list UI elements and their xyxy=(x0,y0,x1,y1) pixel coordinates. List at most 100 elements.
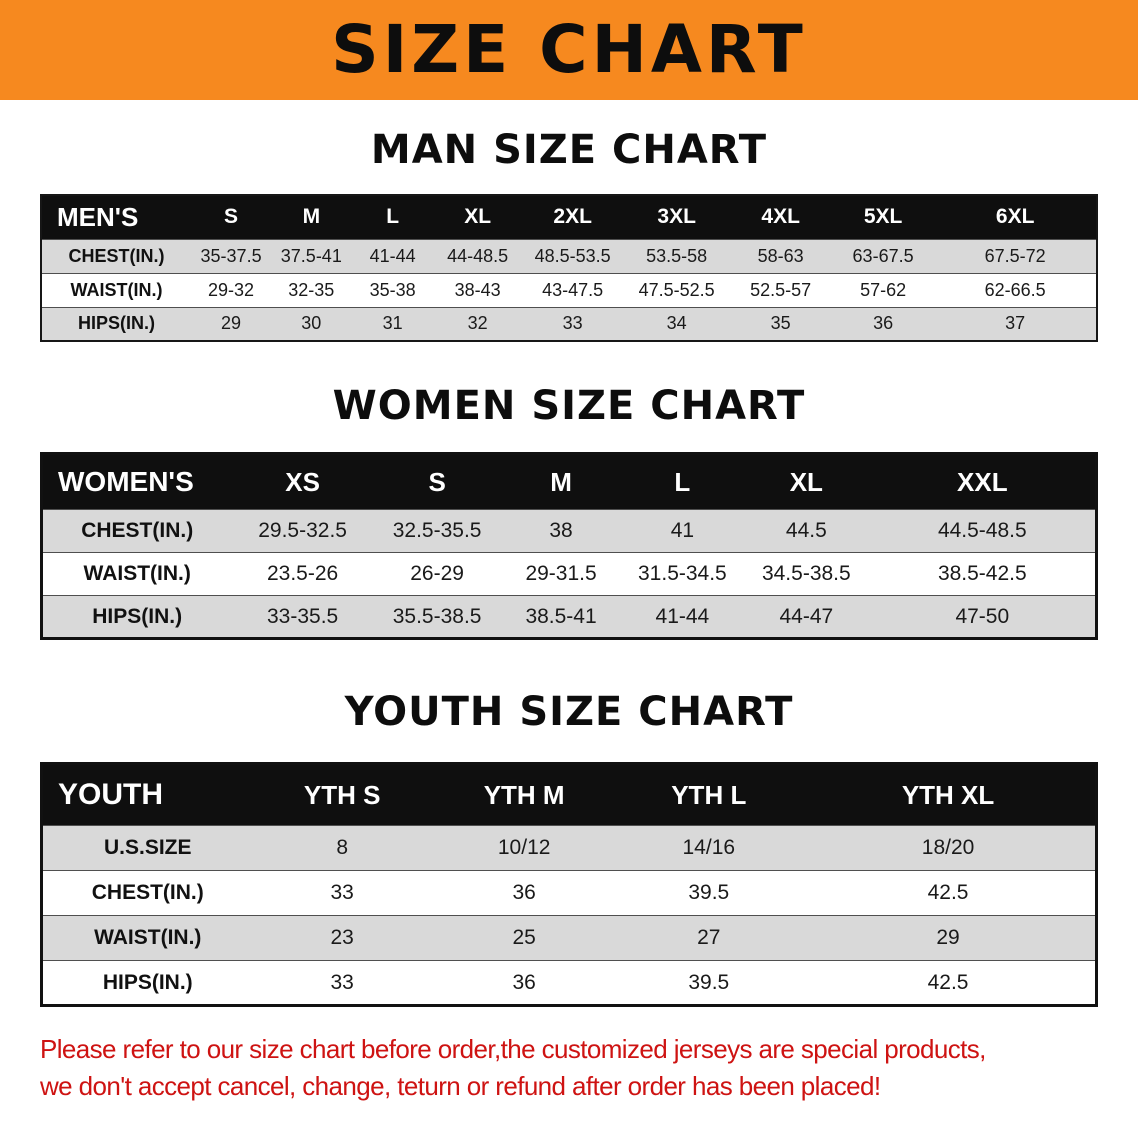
value-cell: 29 xyxy=(936,926,960,949)
women-size-table: WOMEN'S XS S M L XL XXL CHEST(IN.) 29.5-32.5 32.5… xyxy=(40,452,1098,640)
men-size-table: MEN'S S M L XL 2XL 3XL 4XL 5XL 6XL CHEST(IN.) 35-37… xyxy=(40,194,1098,342)
value-cell: 42.5 xyxy=(927,881,969,904)
value-cell: 33 xyxy=(562,313,583,334)
youth-size-table: YOUTH YTH S YTH M YTH L YTH XL U.S.SIZE 8 10/12… xyxy=(40,762,1098,1007)
value-cell: 41-44 xyxy=(369,245,416,266)
value-cell: 47.5-52.5 xyxy=(638,279,715,300)
value-cell: 29 xyxy=(221,313,242,334)
table-row: U.S.SIZE 8 10/12 14/16 18/20 xyxy=(41,825,1097,871)
row-label-cell: HIPS(IN.) xyxy=(92,604,183,628)
value-cell: 38.5-42.5 xyxy=(937,562,1027,585)
men-section-heading: MAN SIZE CHART xyxy=(370,127,768,173)
value-cell: 37 xyxy=(1005,313,1026,334)
table-header-row: WOMEN'S XS S M L XL XXL xyxy=(41,453,1097,510)
value-cell: 57-62 xyxy=(860,279,907,300)
value-cell: 25 xyxy=(512,926,536,949)
table-row: CHEST(IN.) 33 36 39.5 42.5 xyxy=(41,870,1097,916)
value-cell: 44-48.5 xyxy=(447,245,509,266)
table-row: WAIST(IN.) 23 25 27 29 xyxy=(41,915,1097,961)
size-header-cell: S xyxy=(190,195,272,239)
size-header-cell: YTH M xyxy=(431,763,617,826)
notice-line-1: Please refer to our size chart before or… xyxy=(40,1034,986,1064)
size-header-cell: 2XL xyxy=(521,195,624,239)
table-row: HIPS(IN.) 33-35.5 35.5-38.5 38.5-41 41-44 44-… xyxy=(41,595,1097,639)
size-header-cell: M xyxy=(500,453,622,510)
value-cell: 39.5 xyxy=(688,881,730,904)
row-label-cell: CHEST(IN.) xyxy=(68,245,165,266)
value-cell: 34.5-38.5 xyxy=(761,562,851,585)
value-cell: 41 xyxy=(670,519,695,542)
value-cell: 31 xyxy=(382,313,403,334)
value-cell: 32-35 xyxy=(288,279,335,300)
row-label-cell: WAIST(IN.) xyxy=(94,926,202,949)
size-header-cell: XL xyxy=(743,453,870,510)
size-header-cell: 5XL xyxy=(831,195,935,239)
size-header-cell: YTH XL xyxy=(801,763,1097,826)
value-cell: 53.5-58 xyxy=(646,245,708,266)
size-header-cell: 6XL xyxy=(934,195,1097,239)
value-cell: 23.5-26 xyxy=(266,562,339,585)
women-section-heading: WOMEN SIZE CHART xyxy=(332,383,806,429)
value-cell: 47-50 xyxy=(955,604,1010,628)
value-cell: 42.5 xyxy=(927,970,969,994)
value-cell: 23 xyxy=(330,926,354,949)
row-label-cell: WAIST(IN.) xyxy=(83,562,191,585)
value-cell: 62-66.5 xyxy=(984,279,1046,300)
value-cell: 35 xyxy=(770,313,791,334)
size-header-cell: XL xyxy=(433,195,522,239)
row-label-cell: CHEST(IN.) xyxy=(91,881,204,904)
table-row: HIPS(IN.) 33 36 39.5 42.5 xyxy=(41,960,1097,1006)
table-row: CHEST(IN.) 35-37.5 37.5-41 41-44 44-48.5 48.5… xyxy=(41,239,1097,273)
size-header-cell: YTH L xyxy=(616,763,802,826)
size-header-cell: 4XL xyxy=(729,195,832,239)
size-header-cell: M xyxy=(271,195,352,239)
value-cell: 26-29 xyxy=(410,562,464,585)
size-header-cell: L xyxy=(351,195,434,239)
value-cell: 35-37.5 xyxy=(200,245,262,266)
table-title-cell: MEN'S xyxy=(41,195,191,239)
notice-line-2: we don't accept cancel, change, teturn o… xyxy=(40,1070,881,1101)
men-section: MAN SIZE CHART MEN'S S M L XL 2XL 3XL 4XL 5XL 6XL… xyxy=(0,126,1138,342)
youth-section-heading: YOUTH SIZE CHART xyxy=(344,689,794,735)
value-cell: 35.5-38.5 xyxy=(392,604,482,628)
value-cell: 63-67.5 xyxy=(852,245,914,266)
value-cell: 36 xyxy=(873,313,894,334)
table-title-cell: YOUTH xyxy=(41,763,253,826)
value-cell: 30 xyxy=(301,313,322,334)
value-cell: 44.5 xyxy=(785,519,827,542)
value-cell: 38 xyxy=(549,519,573,542)
value-cell: 8 xyxy=(336,836,349,859)
value-cell: 33 xyxy=(330,970,354,994)
table-row: WAIST(IN.) 29-32 32-35 35-38 38-43 43-47.5 47.… xyxy=(41,273,1097,307)
size-header-cell: XS xyxy=(231,453,374,510)
footer-notice: Please refer to our size chart before or… xyxy=(40,1031,1138,1105)
table-row: CHEST(IN.) 29.5-32.5 32.5-35.5 38 41 44.5 44.5… xyxy=(41,509,1097,553)
value-cell: 41-44 xyxy=(655,604,710,628)
value-cell: 31.5-34.5 xyxy=(638,562,727,585)
value-cell: 36 xyxy=(512,881,536,904)
value-cell: 29-31.5 xyxy=(525,562,597,585)
value-cell: 27 xyxy=(697,926,721,949)
size-header-cell: L xyxy=(621,453,744,510)
row-label-cell: HIPS(IN.) xyxy=(102,970,193,994)
value-cell: 34 xyxy=(666,313,687,334)
size-header-cell: XXL xyxy=(869,453,1097,510)
value-cell: 33 xyxy=(330,881,354,904)
value-cell: 58-63 xyxy=(757,245,804,266)
row-label-cell: U.S.SIZE xyxy=(103,836,192,859)
banner-title: SIZE CHART xyxy=(331,11,807,88)
value-cell: 32 xyxy=(467,313,488,334)
value-cell: 18/20 xyxy=(921,836,975,859)
value-cell: 29-32 xyxy=(208,279,255,300)
value-cell: 35-38 xyxy=(369,279,416,300)
value-cell: 44-47 xyxy=(779,604,834,628)
value-cell: 33-35.5 xyxy=(266,604,339,628)
size-chart-page: SIZE CHART MAN SIZE CHART MEN'S S M L XL 2XL 3… xyxy=(0,0,1138,1105)
table-row: WAIST(IN.) 23.5-26 26-29 29-31.5 31.5-34.5 34… xyxy=(41,552,1097,596)
table-header-row: YOUTH YTH S YTH M YTH L YTH XL xyxy=(41,763,1097,826)
value-cell: 10/12 xyxy=(497,836,551,859)
value-cell: 36 xyxy=(512,970,536,994)
value-cell: 48.5-53.5 xyxy=(534,245,611,266)
row-label-cell: HIPS(IN.) xyxy=(77,313,155,334)
size-header-cell: YTH S xyxy=(252,763,432,826)
